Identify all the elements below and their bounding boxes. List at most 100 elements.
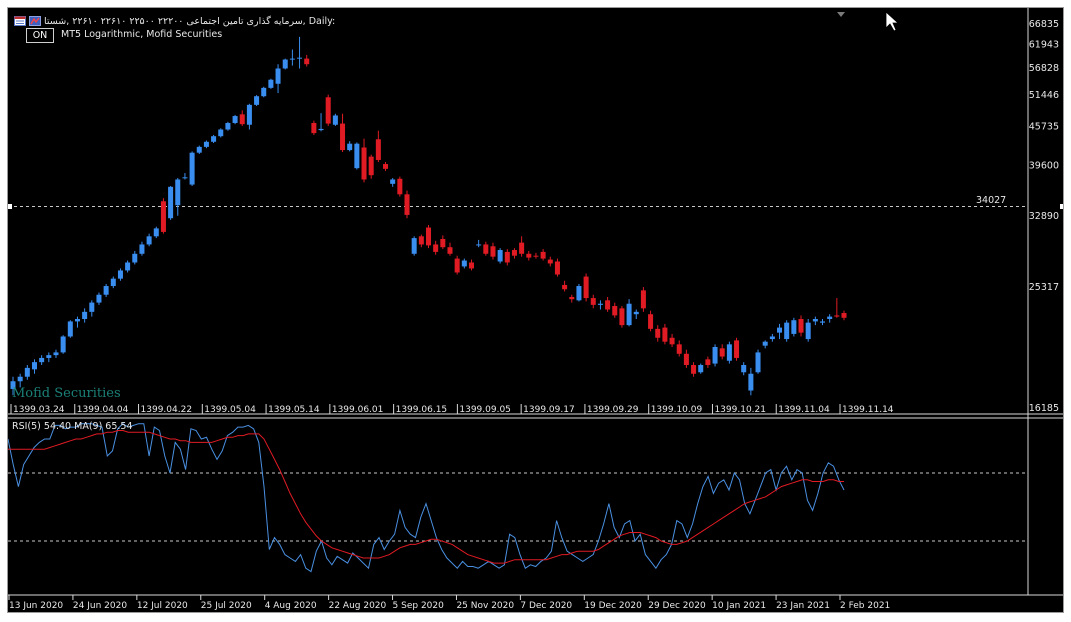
time-tick-label: 25 Nov 2020	[456, 601, 514, 611]
time-tick-label: 12 Jul 2020	[137, 601, 188, 611]
candle-body	[433, 244, 439, 252]
time-tick-label: 29 Dec 2020	[648, 601, 706, 611]
candles-layer	[10, 36, 847, 396]
candle-body	[533, 255, 539, 257]
candle-body	[619, 308, 625, 326]
price-marker-left	[8, 204, 12, 209]
candle-body	[547, 259, 553, 264]
chart-subtitle: MT5 Logarithmic, Mofid Securities	[61, 29, 223, 40]
candle-body	[798, 319, 804, 333]
candle-body	[96, 294, 102, 303]
candle-body	[10, 381, 16, 389]
candle-body	[168, 186, 174, 219]
candle-body	[454, 258, 460, 273]
candle-body	[146, 236, 152, 245]
time-tick-label: 1399.09.17	[523, 405, 575, 415]
time-tick-label: 4 Aug 2020	[265, 601, 317, 611]
candle-body	[103, 286, 109, 295]
time-tick-label: 2 Feb 2021	[840, 601, 890, 611]
price-marker-right	[1060, 204, 1063, 209]
chart-shift-icon[interactable]	[837, 12, 845, 17]
price-tick-label: 66835	[1029, 19, 1059, 30]
time-tick-label: 1399.11.14	[842, 405, 894, 415]
trading-icon[interactable]	[29, 16, 41, 26]
candle-body	[89, 302, 95, 312]
candle-body	[39, 357, 45, 363]
time-tick-label: 24 Jun 2020	[73, 601, 127, 611]
price-tick-label: 56828	[1029, 63, 1059, 74]
candle-body	[246, 104, 252, 125]
time-tick-label: 5 Sep 2020	[393, 601, 445, 611]
candle-body	[827, 316, 833, 320]
candle-body	[820, 321, 826, 323]
candle-body	[791, 320, 797, 334]
candle-body	[196, 146, 202, 153]
candle-body	[117, 270, 123, 279]
indicator-label: RSI(5) 54.40 MA(9) 65.54	[12, 421, 133, 432]
candle-body	[633, 311, 639, 315]
main-time-axis: 1399.03.24 1399.04.04 1399.04.22 1399.05.04…	[10, 404, 894, 415]
candle-body	[834, 315, 840, 317]
candle-body	[375, 139, 381, 160]
candle-body	[805, 322, 811, 340]
candle-body	[17, 376, 23, 382]
candle-body	[53, 352, 59, 356]
time-tick-label: 1399.10.09	[651, 405, 703, 415]
candle-body	[726, 344, 732, 361]
time-tick-label: 1399.03.24	[13, 405, 65, 415]
candle-body	[390, 179, 396, 184]
candle-body	[425, 227, 432, 246]
time-tick-label: 1399.11.04	[778, 405, 830, 415]
candle-body	[46, 355, 52, 358]
candle-body	[361, 147, 367, 180]
candle-body	[719, 348, 725, 357]
on-button[interactable]: ON	[26, 28, 54, 43]
candle-body	[841, 313, 847, 318]
candle-body	[569, 296, 575, 300]
candle-body	[583, 276, 589, 299]
candle-body	[125, 262, 131, 271]
candle-body	[418, 236, 424, 245]
candle-body	[655, 328, 661, 338]
chart-canvas[interactable]: 66835 61943 56828 51446 45735 39600 32890 25317…	[8, 8, 1063, 612]
candle-body	[784, 322, 790, 340]
candle-body	[368, 156, 374, 176]
candle-body	[347, 143, 353, 151]
candle-body	[497, 250, 503, 262]
candle-body	[812, 319, 818, 322]
candle-body	[153, 228, 159, 237]
time-tick-label: 1399.05.14	[268, 405, 320, 415]
data-window-icon[interactable]	[14, 16, 26, 26]
price-tick-label: 39600	[1029, 161, 1059, 172]
time-tick-label: 1399.10.21	[714, 405, 766, 415]
time-tick-label: 1399.04.22	[141, 405, 193, 415]
chart-window: 66835 61943 56828 51446 45735 39600 32890 25317…	[7, 7, 1064, 613]
candle-body	[640, 290, 646, 309]
candle-body	[461, 260, 467, 267]
candle-body	[777, 327, 783, 333]
candle-body	[139, 244, 145, 254]
candle-body	[576, 286, 582, 301]
broker-watermark: Mofid Securities	[12, 386, 121, 401]
candle-body	[691, 365, 697, 374]
candle-body	[175, 179, 181, 206]
candle-body	[254, 96, 260, 105]
candle-body	[275, 68, 281, 84]
candle-body	[440, 238, 446, 248]
candle-body	[67, 321, 73, 337]
candle-body	[82, 311, 88, 320]
candle-body	[218, 129, 224, 137]
candle-body	[189, 152, 195, 185]
candle-body	[297, 57, 303, 59]
candle-body	[554, 261, 560, 275]
candle-body	[597, 303, 603, 305]
time-tick-label: 1399.09.05	[459, 405, 511, 415]
time-tick-label: 1399.09.29	[587, 405, 639, 415]
time-tick-label: 13 Jun 2020	[9, 601, 63, 611]
candle-body	[282, 59, 288, 69]
price-tick-label: 51446	[1029, 90, 1059, 101]
candle-body	[676, 344, 682, 354]
candle-body	[411, 238, 417, 254]
candle-body	[476, 244, 482, 246]
candle-body	[24, 367, 30, 377]
